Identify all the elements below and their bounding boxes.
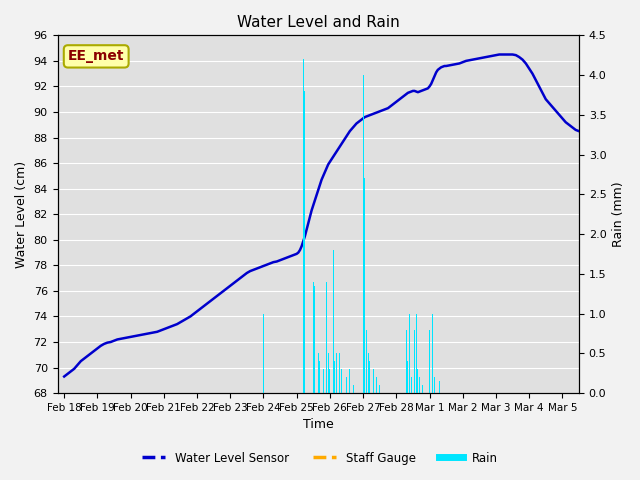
Bar (429, 329, 430, 393)
Bar (369, 361, 370, 393)
Bar (313, 282, 314, 393)
Bar (416, 313, 417, 393)
Bar (417, 369, 419, 393)
Bar (363, 75, 364, 393)
Bar (367, 353, 369, 393)
Bar (341, 369, 342, 393)
Bar (376, 377, 377, 393)
Bar (263, 313, 264, 393)
Bar (419, 377, 420, 393)
Bar (336, 353, 337, 393)
Y-axis label: Rain (mm): Rain (mm) (612, 181, 625, 247)
Bar (414, 329, 415, 393)
Bar (326, 282, 327, 393)
Bar (353, 385, 354, 393)
Y-axis label: Water Level (cm): Water Level (cm) (15, 161, 28, 268)
Title: Water Level and Rain: Water Level and Rain (237, 15, 399, 30)
Bar (303, 59, 304, 393)
Bar (406, 329, 407, 393)
Bar (379, 385, 380, 393)
Bar (439, 381, 440, 393)
Legend: Water Level Sensor, Staff Gauge, Rain: Water Level Sensor, Staff Gauge, Rain (137, 447, 503, 469)
Bar (434, 377, 435, 393)
Bar (319, 361, 321, 393)
Bar (372, 369, 374, 393)
Bar (364, 179, 365, 393)
Bar (422, 385, 424, 393)
X-axis label: Time: Time (303, 419, 333, 432)
Bar (411, 377, 412, 393)
Bar (334, 361, 335, 393)
Text: EE_met: EE_met (68, 49, 124, 63)
Bar (328, 353, 329, 393)
Bar (314, 286, 316, 393)
Bar (409, 313, 410, 393)
Bar (339, 353, 340, 393)
Bar (317, 353, 319, 393)
Bar (349, 369, 350, 393)
Bar (346, 377, 347, 393)
Bar (366, 329, 367, 393)
Bar (323, 369, 324, 393)
